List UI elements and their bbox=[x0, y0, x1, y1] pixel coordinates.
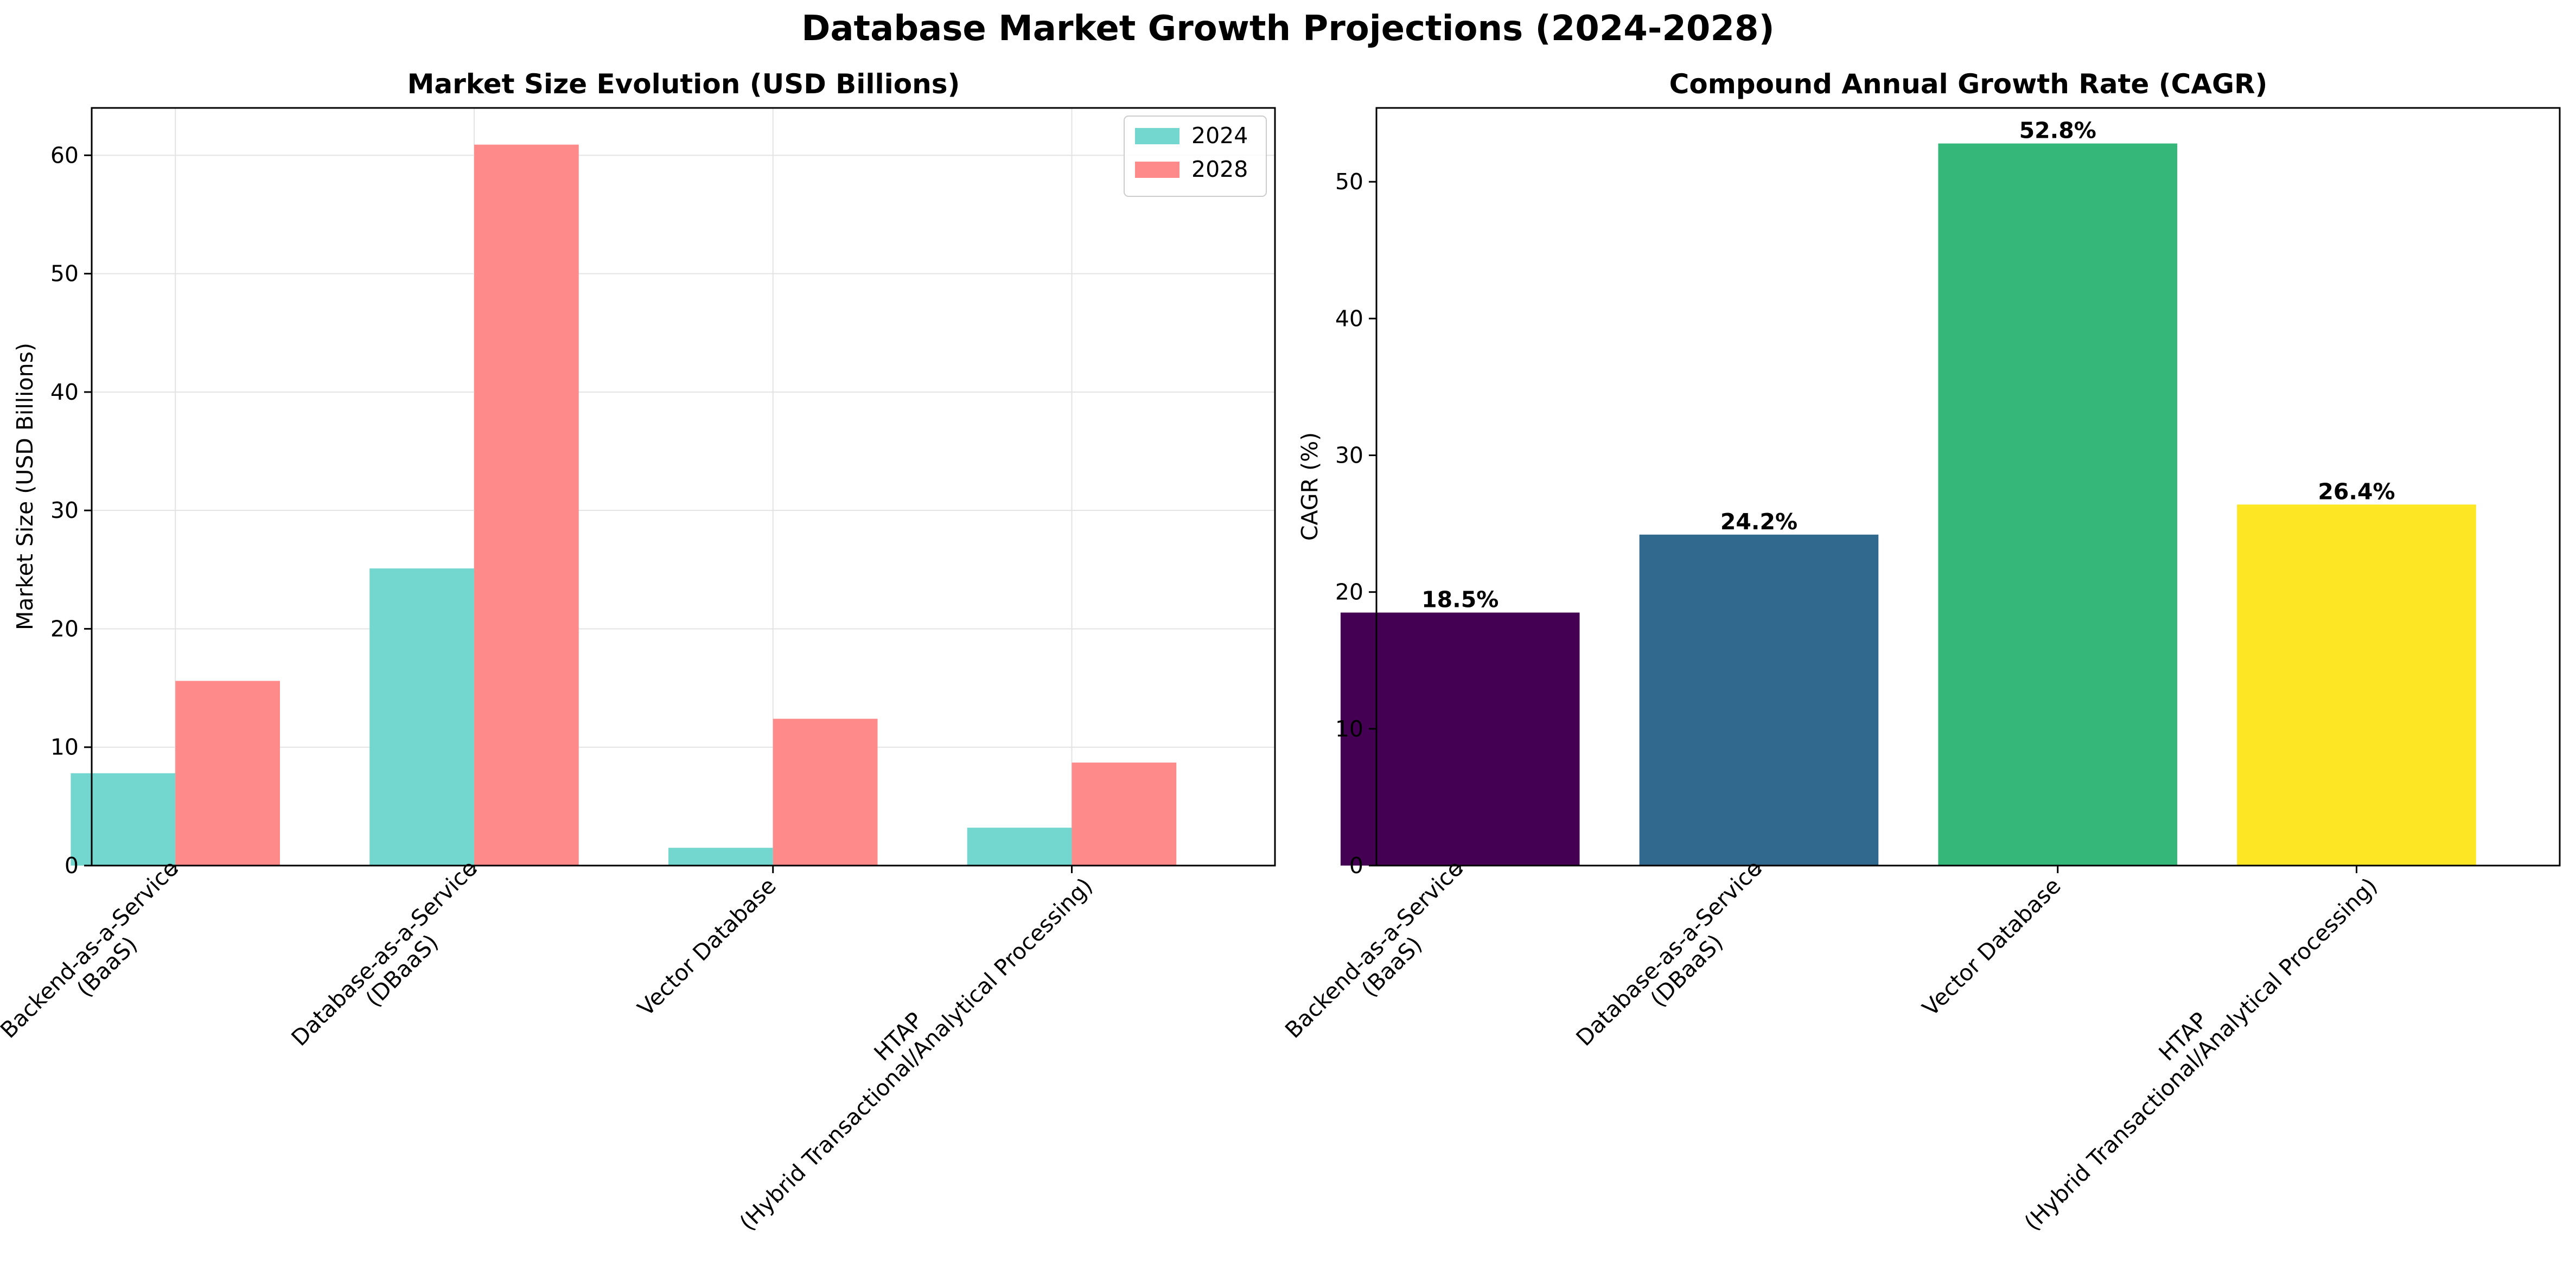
x-tick-label: Database-as-a-Service(DBaaS) bbox=[1571, 855, 1785, 1069]
x-tick-label-line: Database-as-a-Service bbox=[286, 855, 482, 1051]
legend-swatch-2028 bbox=[1135, 162, 1179, 178]
legend-label-2024: 2024 bbox=[1191, 123, 1248, 149]
legend: 2024 2028 bbox=[1124, 116, 1267, 197]
cagr-bar-3 bbox=[2237, 504, 2476, 866]
left-x-axis: Backend-as-a-Service(BaaS) Database-as-a-… bbox=[0, 855, 1098, 1236]
left-bars bbox=[71, 144, 1177, 866]
market-size-chart: Market Size Evolution (USD Billions) 0 10… bbox=[0, 68, 1276, 1236]
left-y-axis-label: Market Size (USD Billions) bbox=[12, 343, 38, 630]
y-tick-label: 0 bbox=[65, 853, 79, 879]
y-tick-label: 40 bbox=[50, 379, 79, 405]
y-tick-label: 0 bbox=[1349, 853, 1363, 879]
y-tick-label: 30 bbox=[1335, 443, 1363, 469]
bar-2028-0 bbox=[175, 681, 280, 866]
x-tick-label-line: Vector Database bbox=[633, 873, 781, 1021]
x-tick-label-line: Vector Database bbox=[1917, 873, 2066, 1021]
x-tick-label: HTAP(Hybrid Transactional/Analytical Pro… bbox=[2001, 855, 2382, 1236]
left-plot-frame bbox=[91, 107, 1276, 867]
x-tick-label: HTAP(Hybrid Transactional/Analytical Pro… bbox=[717, 855, 1098, 1236]
cagr-bar-1 bbox=[1639, 534, 1879, 866]
x-tick-label: Vector Database bbox=[633, 873, 781, 1021]
cagr-bar-2 bbox=[1938, 143, 2178, 866]
x-tick-label: Backend-as-a-Service(BaaS) bbox=[1280, 855, 1486, 1061]
y-tick-label: 50 bbox=[1335, 169, 1363, 195]
y-tick-label: 30 bbox=[50, 497, 79, 523]
y-tick-label: 10 bbox=[1335, 716, 1363, 742]
cagr-value-label: 52.8% bbox=[2019, 118, 2096, 144]
x-tick-label-line: (Hybrid Transactional/Analytical Process… bbox=[735, 873, 1098, 1235]
left-y-axis: 0 10 20 30 40 50 60 bbox=[50, 142, 92, 879]
y-tick-label: 20 bbox=[1335, 579, 1363, 605]
figure-title: Database Market Growth Projections (2024… bbox=[801, 9, 1775, 49]
x-tick-label-line: Backend-as-a-Service bbox=[1280, 855, 1468, 1043]
bar-2028-2 bbox=[773, 719, 878, 866]
bar-2028-3 bbox=[1072, 763, 1177, 866]
legend-swatch-2024 bbox=[1135, 128, 1179, 144]
x-tick-label: Vector Database bbox=[1917, 873, 2066, 1021]
y-tick-label: 20 bbox=[50, 616, 79, 642]
right-plot-frame bbox=[1375, 107, 2561, 867]
right-bars bbox=[1340, 143, 2476, 866]
y-tick-label: 10 bbox=[50, 734, 79, 760]
cagr-chart-title: Compound Annual Growth Rate (CAGR) bbox=[1669, 68, 2268, 100]
cagr-value-label: 24.2% bbox=[1720, 509, 1797, 535]
y-tick-label: 60 bbox=[50, 142, 79, 168]
cagr-value-label: 18.5% bbox=[1421, 586, 1499, 612]
right-y-axis-label: CAGR (%) bbox=[1297, 432, 1323, 541]
x-tick-label: Backend-as-a-Service(BaaS) bbox=[0, 855, 201, 1061]
bar-2024-0 bbox=[71, 773, 176, 866]
x-tick-label-line: Database-as-a-Service bbox=[1571, 855, 1767, 1051]
x-tick-label-line: Backend-as-a-Service bbox=[0, 855, 183, 1043]
bar-2024-2 bbox=[668, 848, 773, 866]
bar-2028-1 bbox=[474, 144, 579, 866]
bar-2024-1 bbox=[369, 568, 474, 866]
y-tick-label: 50 bbox=[50, 261, 79, 287]
cagr-chart: Compound Annual Growth Rate (CAGR) 18.5%… bbox=[1280, 68, 2561, 1236]
market-size-chart-title: Market Size Evolution (USD Billions) bbox=[407, 68, 960, 100]
x-tick-label-line: (Hybrid Transactional/Analytical Process… bbox=[2019, 873, 2382, 1235]
right-x-axis: Backend-as-a-Service(BaaS) Database-as-a-… bbox=[1280, 855, 2382, 1236]
bar-2024-3 bbox=[967, 828, 1072, 866]
y-tick-label: 40 bbox=[1335, 305, 1363, 331]
cagr-value-label: 26.4% bbox=[2318, 478, 2395, 504]
x-tick-label: Database-as-a-Service(DBaaS) bbox=[286, 855, 500, 1069]
right-y-axis: 0 10 20 30 40 50 bbox=[1335, 169, 1376, 879]
right-data-labels: 18.5% 24.2% 52.8% 26.4% bbox=[1421, 118, 2395, 613]
legend-label-2028: 2028 bbox=[1191, 156, 1248, 182]
cagr-bar-0 bbox=[1340, 612, 1580, 866]
